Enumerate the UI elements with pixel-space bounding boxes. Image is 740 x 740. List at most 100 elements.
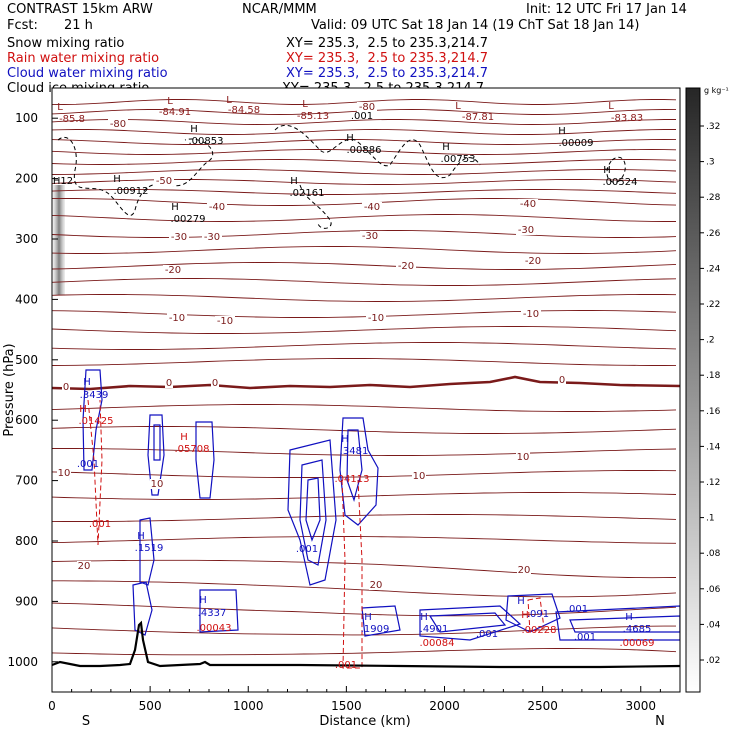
- temperature-contour-line: [52, 514, 677, 522]
- rain-water-cell-east: [527, 597, 545, 633]
- temperature-contour-line: [52, 129, 676, 135]
- contour-label-bg: [211, 378, 219, 388]
- contour-label-bg: [207, 202, 227, 212]
- contour-label: -10: [368, 313, 384, 324]
- colorbar-tick-label: .02: [706, 656, 720, 666]
- contour-label: -80: [110, 119, 126, 130]
- colorbar-tick-label: .22: [706, 300, 720, 310]
- cloud-water-cell-7: [132, 581, 153, 636]
- temperature-contour-line: [52, 189, 677, 195]
- colorbar-tick-label: .26: [706, 229, 721, 239]
- colorbar-unit: g kg⁻¹: [704, 86, 729, 95]
- cloud-water-cell-3: [195, 421, 215, 499]
- model-title: CONTRAST 15km ARW: [7, 2, 153, 17]
- extrema-label: H: [83, 377, 91, 388]
- snow-contour-west: [57, 137, 213, 216]
- temperature-contour-line: [52, 246, 677, 254]
- colorbar-tick-label: .14: [706, 442, 721, 452]
- temperature-contour-line: [52, 580, 677, 598]
- x-tick-label: 0: [48, 699, 56, 713]
- contour-label: 20: [370, 580, 383, 591]
- extrema-label: H: [113, 174, 121, 185]
- contour-label-bg: [77, 561, 91, 571]
- contour-label: -40: [520, 199, 536, 210]
- field-snow-name: Snow mixing ratio: [7, 36, 125, 51]
- extrema-label: .001: [77, 459, 99, 470]
- extrema-label: .3439: [80, 390, 109, 401]
- x-tick-label: 500: [139, 699, 162, 713]
- extrema-label: H: [442, 142, 450, 153]
- field-rain-xy: XY= 235.3, 2.5 to 235.3,214.7: [286, 51, 489, 66]
- contour-label: -10: [169, 313, 185, 324]
- x-tick-label: 2000: [429, 699, 460, 713]
- extrema-label: .00753: [441, 154, 476, 165]
- extrema-label: .00524: [603, 177, 638, 188]
- contour-label-bg: [169, 232, 189, 242]
- temperature-contour-line: [52, 169, 677, 175]
- contour-label-bg: [202, 232, 222, 242]
- freezing-level-contour: [52, 375, 680, 391]
- cloud-water-band-1-inner: [428, 612, 507, 633]
- extrema-label: -85.8: [59, 114, 85, 125]
- field-cloudwater-xy: XY= 235.3, 2.5 to 235.3,214.7: [286, 66, 489, 81]
- contour-label: -80: [359, 102, 375, 113]
- contour-label-bg: [516, 452, 530, 462]
- extrema-label: .00084: [420, 638, 455, 649]
- contour-label: -30: [518, 225, 534, 236]
- plot-area: [52, 88, 680, 692]
- colorbar-tick-label: .16: [706, 407, 721, 417]
- contour-label: 0: [166, 378, 172, 389]
- extrema-label: .05708: [175, 444, 210, 455]
- cloud-water-cell-4: [287, 439, 337, 586]
- extrema-label: H: [625, 612, 633, 623]
- extrema-label: .4685: [623, 624, 652, 635]
- y-tick-label: 400: [15, 292, 38, 306]
- axis-tick-labels: 0 500 1000 1500 2000 2500 30001002003004005006…: [7, 111, 656, 713]
- contour-label: -30: [204, 232, 220, 243]
- cloud-water-cell-6: [139, 517, 155, 586]
- contour-label-bg: [154, 176, 174, 186]
- extrema-label: H12: [53, 176, 73, 187]
- contour-label-bg: [108, 119, 128, 129]
- contour-label: -40: [209, 202, 225, 213]
- cloud-water-cell-2-inner: [153, 424, 161, 461]
- temperature-contour-line: [52, 492, 677, 500]
- colorbar-tick-label: .28: [706, 193, 721, 203]
- extrema-label: .001: [335, 660, 357, 671]
- extrema-label: .00009: [559, 138, 594, 149]
- extrema-label: L: [302, 99, 308, 110]
- contour-label: 20: [518, 565, 531, 576]
- contour-label-bg: [396, 261, 416, 271]
- contour-label-bg: [516, 225, 536, 235]
- snow-contours: [57, 124, 626, 229]
- extrema-label: H: [420, 612, 428, 623]
- extrema-label: L: [226, 95, 232, 106]
- contour-label-bg: [62, 382, 70, 392]
- extrema-label: .02161: [290, 188, 325, 199]
- colorbar-tick-label: .08: [706, 549, 721, 559]
- valid-time: Valid: 09 UTC Sat 18 Jan 14 (19 ChT Sat …: [311, 18, 640, 33]
- contour-label-bg: [163, 265, 183, 275]
- temperature-contour-line: [52, 294, 677, 302]
- extrema-label: .001: [296, 544, 318, 555]
- rain-water-shaft-2: [341, 479, 363, 669]
- contour-label: -20: [398, 261, 414, 272]
- extrema-label: .001: [476, 629, 498, 640]
- rain-water-shaft-1: [87, 399, 103, 546]
- y-tick-label: 900: [15, 594, 38, 608]
- extrema-label: .00228: [522, 625, 557, 636]
- colorbar-tick-label: .18: [706, 371, 721, 381]
- field-rain-name: Rain water mixing ratio: [7, 51, 160, 66]
- temperature-contour-line: [52, 99, 677, 105]
- contour-label-bg: [167, 313, 187, 323]
- contour-label-bg: [412, 471, 426, 481]
- contour-label-bg: [558, 375, 566, 385]
- extrema-label: .00886: [347, 145, 382, 156]
- temperature-contour-line: [52, 310, 677, 318]
- extrema-label: H: [364, 612, 372, 623]
- colorbar-tick-label: .2: [706, 336, 715, 346]
- init-time: Init: 12 UTC Fri 17 Jan 14: [526, 2, 687, 17]
- extrema-label: -84.58: [228, 105, 260, 116]
- extrema-label: .4901: [420, 624, 449, 635]
